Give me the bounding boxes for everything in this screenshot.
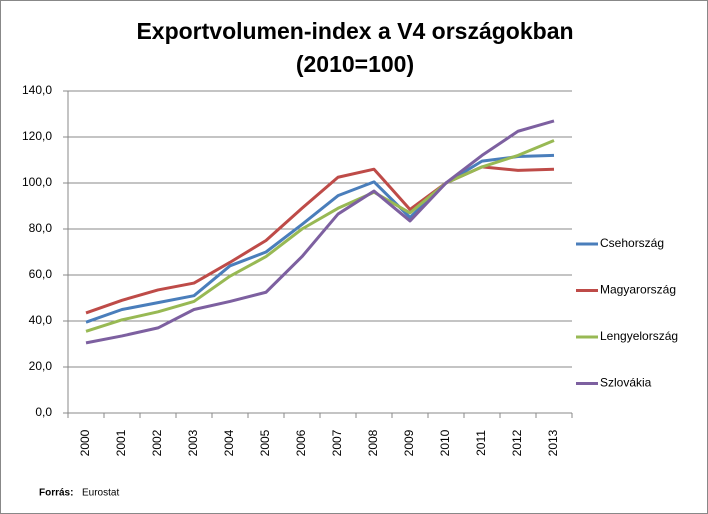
x-tick-label: 2003: [186, 429, 200, 456]
y-tick-label: 60,0: [29, 267, 53, 281]
x-tick-label: 2007: [330, 429, 344, 456]
x-tick-label: 2001: [114, 429, 128, 456]
y-tick-label: 20,0: [29, 359, 53, 373]
series-line: [85, 153, 555, 324]
chart-title: Exportvolumen-index a V4 országokban (20…: [136, 18, 574, 77]
series-line: [85, 139, 555, 333]
legend-label: Lengyelország: [600, 329, 678, 343]
x-tick-label: 2011: [474, 430, 488, 456]
series-line: [85, 119, 555, 345]
y-tick-label: 0,0: [35, 405, 52, 419]
x-tick-label: 2013: [546, 429, 560, 456]
y-tick-label: 140,0: [22, 83, 52, 97]
legend-label: Csehország: [600, 236, 664, 250]
y-tick-label: 80,0: [29, 221, 53, 235]
y-tick-label: 40,0: [29, 313, 53, 327]
x-tick-label: 2010: [438, 429, 452, 456]
legend-label: Magyarország: [600, 283, 676, 297]
legend-label: Szlovákia: [600, 376, 652, 390]
x-tick-label: 2004: [222, 429, 236, 456]
x-tick-label: 2008: [366, 429, 380, 456]
x-tick-label: 2009: [402, 429, 416, 456]
x-tick-label: 2000: [78, 429, 92, 456]
x-tick-label: 2006: [294, 429, 308, 456]
series-line: [85, 165, 555, 315]
x-tick-label: 2005: [258, 429, 272, 456]
y-tick-label: 100,0: [22, 175, 52, 189]
x-tick-label: 2002: [150, 429, 164, 456]
x-tick-label: 2012: [510, 429, 524, 456]
source: Eurostat: [82, 488, 119, 499]
source-label: Forrás:: [39, 488, 73, 499]
y-tick-label: 120,0: [22, 129, 52, 143]
